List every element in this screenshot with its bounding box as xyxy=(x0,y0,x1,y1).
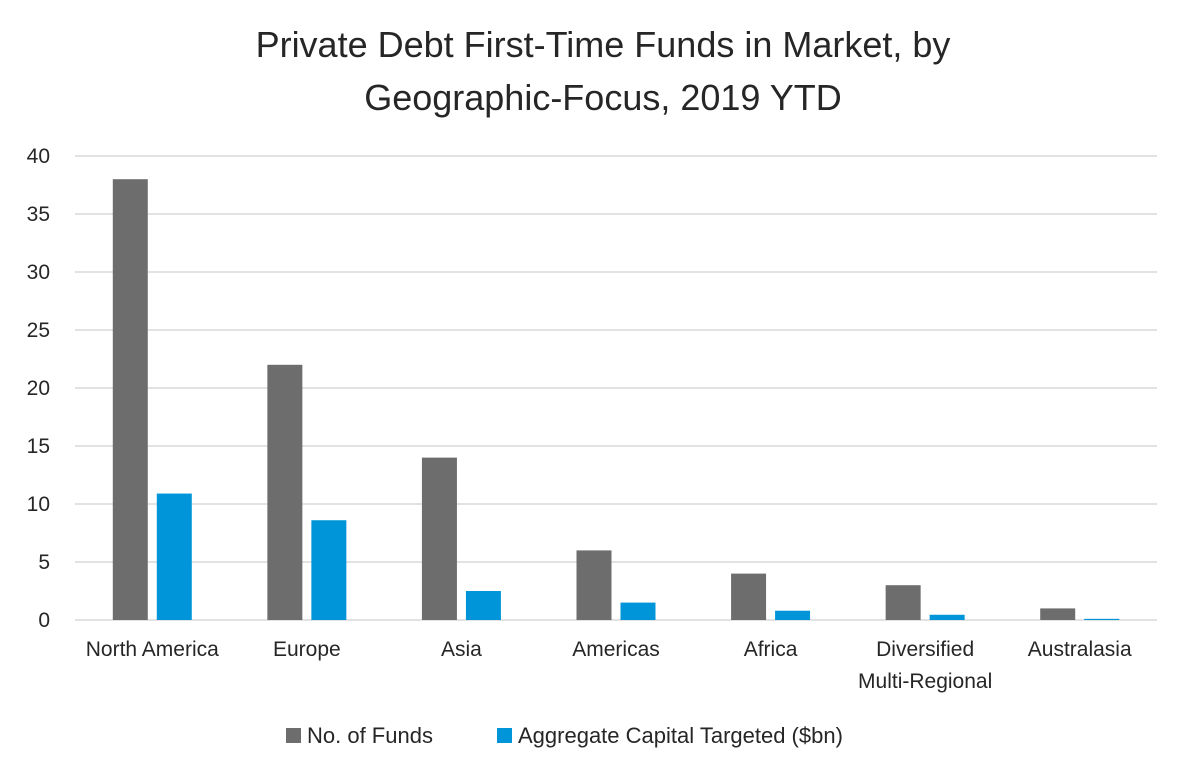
y-tick-label: 20 xyxy=(27,377,50,400)
y-tick-label: 35 xyxy=(27,203,50,226)
bar-capital xyxy=(1084,618,1120,620)
y-tick-label: 40 xyxy=(27,145,50,168)
y-tick-label: 25 xyxy=(27,319,50,342)
legend-label: No. of Funds xyxy=(307,723,433,748)
x-tick-label: Multi-Regional xyxy=(858,670,992,693)
y-tick-label: 15 xyxy=(27,435,50,458)
gridlines xyxy=(75,155,1157,621)
x-tick-label: North America xyxy=(86,638,219,661)
chart-title-line: Geographic-Focus, 2019 YTD xyxy=(364,77,842,118)
y-tick-label: 30 xyxy=(27,261,50,284)
x-tick-label: Europe xyxy=(273,638,341,661)
legend-swatch xyxy=(497,728,512,743)
y-tick-label: 0 xyxy=(38,609,50,632)
legend-swatch xyxy=(286,728,301,743)
bar-funds xyxy=(267,364,303,620)
x-tick-label: Diversified xyxy=(876,638,974,661)
bar-funds xyxy=(885,585,921,620)
y-tick-label: 10 xyxy=(27,493,50,516)
bar-funds xyxy=(421,457,457,620)
bar-capital xyxy=(929,614,965,620)
legend-label: Aggregate Capital Targeted ($bn) xyxy=(518,723,843,748)
bar-funds xyxy=(112,179,148,620)
bars xyxy=(112,179,1120,620)
bar-capital xyxy=(156,493,192,620)
bar-capital xyxy=(620,602,656,620)
bar-funds xyxy=(576,550,612,620)
y-axis-ticks: 0 5 10 15 20 25 30 35 40 xyxy=(27,145,50,632)
legend: No. of Funds Aggregate Capital Targeted (… xyxy=(286,723,843,748)
x-tick-label: Asia xyxy=(441,638,482,661)
bar-funds xyxy=(1040,608,1076,620)
y-tick-label: 5 xyxy=(38,551,50,574)
x-tick-label: Americas xyxy=(572,638,660,661)
bar-capital xyxy=(775,610,811,620)
chart-title-line: Private Debt First-Time Funds in Market,… xyxy=(256,24,951,65)
x-tick-label: Africa xyxy=(744,638,798,661)
x-axis-ticks: North America Europe Asia Americas Africa Div… xyxy=(86,638,1132,693)
bar-capital xyxy=(311,520,347,620)
chart-title: Private Debt First-Time Funds in Market,… xyxy=(256,24,951,118)
bar-capital xyxy=(465,591,501,620)
bar-funds xyxy=(731,573,767,620)
x-tick-label: Australasia xyxy=(1028,638,1132,661)
